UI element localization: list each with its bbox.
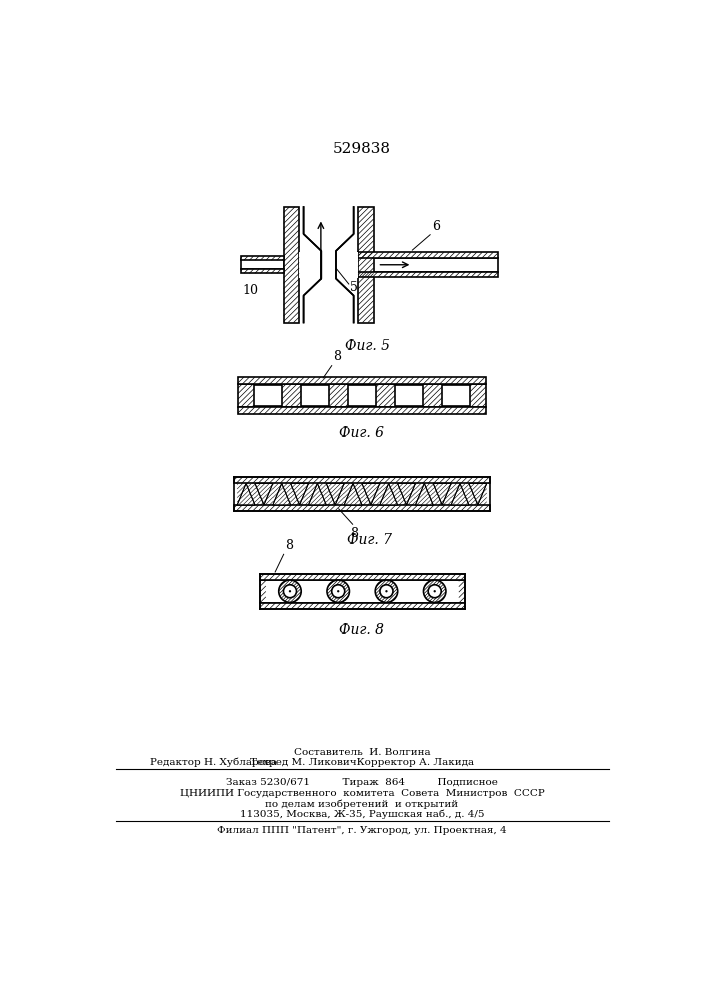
Bar [238, 377, 486, 384]
Bar [234, 477, 490, 483]
Bar [284, 207, 299, 323]
Text: Фиг. 5: Фиг. 5 [345, 339, 390, 353]
Bar [358, 252, 498, 258]
Text: Техред М. ЛиковичКорректор А. Лакида: Техред М. ЛиковичКорректор А. Лакида [250, 758, 474, 767]
Bar [241, 256, 284, 260]
Bar [442, 385, 470, 406]
Bar [259, 580, 465, 603]
Bar [358, 207, 373, 323]
Text: по делам изобретений  и открытий: по делам изобретений и открытий [265, 799, 459, 809]
Bar [299, 252, 358, 278]
Polygon shape [380, 483, 397, 505]
Polygon shape [416, 483, 433, 505]
Text: 8: 8 [285, 539, 293, 552]
Text: Филиал ППП "Патент", г. Ужгород, ул. Проектная, 4: Филиал ППП "Патент", г. Ужгород, ул. Про… [217, 826, 507, 835]
Bar [254, 385, 282, 406]
Text: ЦНИИПИ Государственного  комитета  Совета  Министров  СССР: ЦНИИПИ Государственного комитета Совета … [180, 789, 544, 798]
Text: Составитель  И. Волгина: Составитель И. Волгина [293, 748, 431, 757]
Text: Заказ 5230/671          Тираж  864          Подписное: Заказ 5230/671 Тираж 864 Подписное [226, 778, 498, 787]
Polygon shape [255, 483, 273, 505]
Circle shape [332, 585, 345, 598]
Polygon shape [362, 483, 380, 505]
Text: 10: 10 [243, 284, 259, 297]
Bar [241, 259, 284, 269]
Bar [299, 207, 358, 323]
Bar [234, 483, 490, 505]
Text: Редактор Н. Хубларова: Редактор Н. Хубларова [151, 758, 277, 767]
Text: 8: 8 [350, 527, 358, 540]
Circle shape [288, 590, 291, 592]
Polygon shape [397, 483, 416, 505]
Circle shape [279, 580, 301, 602]
Bar [238, 384, 486, 407]
Polygon shape [308, 483, 327, 505]
Bar [241, 269, 284, 273]
Bar [358, 258, 498, 272]
Circle shape [380, 585, 393, 598]
Bar [300, 385, 329, 406]
Text: 8: 8 [333, 350, 341, 363]
Polygon shape [291, 483, 308, 505]
Text: Фиг. 8: Фиг. 8 [339, 623, 385, 637]
Bar [395, 385, 423, 406]
Polygon shape [273, 483, 291, 505]
Circle shape [337, 590, 339, 592]
Circle shape [385, 590, 387, 592]
Polygon shape [327, 483, 344, 505]
Text: 5: 5 [351, 281, 358, 294]
Text: 529838: 529838 [333, 142, 391, 156]
Bar [259, 603, 465, 609]
Circle shape [423, 580, 446, 602]
Bar [348, 385, 376, 406]
Bar [358, 272, 498, 277]
Circle shape [375, 580, 398, 602]
Polygon shape [344, 483, 362, 505]
Text: Фиг. 7: Фиг. 7 [347, 533, 392, 547]
Bar [234, 505, 490, 511]
Polygon shape [433, 483, 451, 505]
Circle shape [284, 585, 296, 598]
Circle shape [433, 590, 436, 592]
Circle shape [327, 580, 349, 602]
Polygon shape [469, 483, 486, 505]
Polygon shape [451, 483, 469, 505]
Bar [259, 574, 465, 580]
Text: 6: 6 [432, 220, 440, 233]
Bar [238, 407, 486, 414]
Text: Фиг. 6: Фиг. 6 [339, 426, 385, 440]
Text: 113035, Москва, Ж-35, Раушская наб., д. 4/5: 113035, Москва, Ж-35, Раушская наб., д. … [240, 809, 484, 819]
Circle shape [428, 585, 441, 598]
Polygon shape [237, 483, 255, 505]
